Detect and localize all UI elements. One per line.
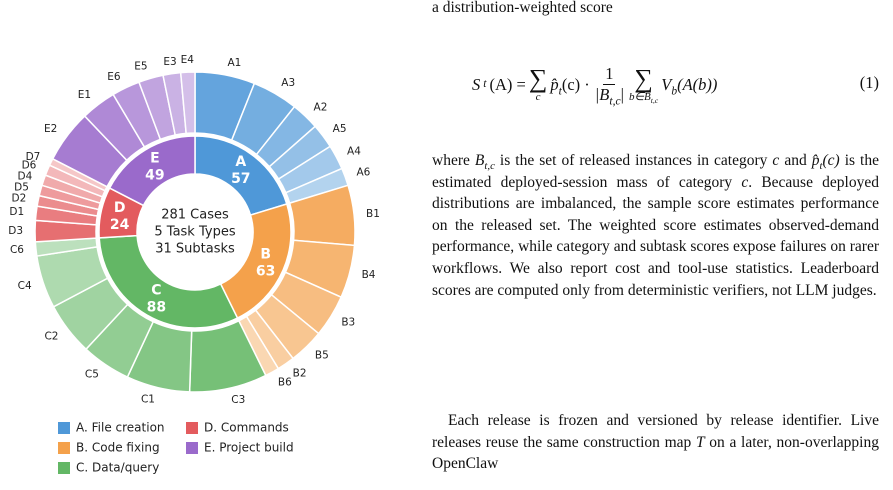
- subtask-label: E2: [44, 123, 57, 135]
- center-text: 31 Subtasks: [155, 242, 235, 257]
- subtask-label: C6: [10, 244, 24, 256]
- math-run: p̂: [811, 152, 820, 169]
- legend-label: C. Data/query: [76, 461, 159, 475]
- category-label: D: [114, 200, 126, 216]
- text-run: and: [779, 152, 812, 169]
- legend-label: E. Project build: [204, 441, 294, 455]
- text-run: is the set of released instances in cate…: [494, 152, 773, 169]
- subtask-label: B6: [278, 377, 292, 389]
- paragraph: where Bt,c is the set of released instan…: [432, 150, 879, 301]
- subtask-label: A5: [333, 123, 347, 135]
- eq-part: (A) =: [489, 74, 526, 94]
- text-run: where: [432, 152, 475, 169]
- eq-part: t,c: [650, 95, 659, 105]
- subtask-label: C3: [231, 394, 245, 406]
- math-run: T: [695, 433, 705, 451]
- subtask-label: B4: [362, 269, 376, 281]
- category-value: 57: [231, 171, 250, 187]
- subtask-label: E5: [134, 61, 147, 73]
- subtask-label: C5: [85, 369, 99, 381]
- subtask-label: E3: [163, 56, 176, 68]
- subtask-label: A6: [356, 167, 370, 179]
- category-label: E: [150, 150, 160, 166]
- eq-part: (c) ·: [561, 74, 590, 94]
- category-arc: [108, 135, 196, 207]
- subtask-label: E1: [78, 89, 91, 101]
- category-arc: [98, 234, 239, 329]
- eq-part: S: [472, 74, 481, 94]
- math-run: B: [474, 152, 485, 169]
- subtask-label: B1: [366, 208, 380, 220]
- category-value: 88: [147, 300, 166, 316]
- subtask-label: B5: [315, 349, 329, 361]
- text-run: . Because deployed distributions are imb…: [432, 173, 879, 299]
- category-value: 63: [256, 264, 275, 280]
- category-label: A: [235, 154, 246, 170]
- subtask-arc: [179, 71, 196, 135]
- eq-part: b: [671, 84, 678, 97]
- subtask-label: E4: [181, 54, 195, 66]
- math-run: c: [741, 173, 749, 191]
- subtask-label: D6: [22, 160, 37, 172]
- subtask-label: D1: [9, 206, 24, 218]
- subtask-label: A1: [227, 57, 241, 69]
- legend-swatch: [58, 442, 70, 454]
- category-value: 49: [145, 167, 164, 183]
- subtask-label: C4: [18, 280, 32, 292]
- center-text: 5 Task Types: [154, 225, 235, 240]
- subtask-label: D2: [12, 193, 27, 205]
- eq-part: ∑: [634, 63, 653, 93]
- legend-swatch: [186, 442, 198, 454]
- eq-part: t,c: [609, 95, 621, 108]
- eq-part: ∑: [528, 63, 548, 93]
- subtask-label: C1: [141, 393, 155, 405]
- subtask-label: A4: [347, 146, 361, 158]
- math-run: c: [772, 152, 780, 169]
- category-label: B: [260, 247, 271, 263]
- legend-label: D. Commands: [204, 421, 289, 435]
- eq-part: |B: [594, 84, 610, 104]
- eq-part: p̂: [550, 74, 559, 94]
- center-text: 281 Cases: [161, 208, 229, 223]
- subtask-label: A3: [281, 77, 295, 89]
- subtask-label: A2: [314, 101, 328, 113]
- text-run: is the estimated deployed-session mass o…: [432, 152, 879, 191]
- legend-swatch: [58, 422, 70, 434]
- subtask-label: D3: [8, 225, 23, 237]
- eq-part: t: [558, 84, 562, 97]
- subtask-label: B2: [293, 368, 307, 380]
- legend-swatch: [58, 462, 70, 474]
- subtask-label: D5: [14, 181, 29, 193]
- subtask-label: D7: [26, 151, 41, 163]
- subtask-label: D4: [18, 170, 33, 182]
- text-run: on a later, non-overlapping OpenClaw: [432, 433, 879, 473]
- eq-part: (A(b)): [677, 74, 718, 94]
- eq-part: |: [620, 84, 624, 104]
- math-run: (c): [822, 152, 840, 169]
- eq-part: V: [661, 74, 672, 94]
- eq-part: c: [535, 90, 541, 103]
- eq-part: b∈B: [628, 90, 651, 103]
- eq-part: 1: [603, 64, 616, 85]
- paragraph: Each release is frozen and versioned by …: [432, 410, 879, 475]
- category-label: C: [151, 283, 161, 299]
- lead-line: a distribution-weighted score: [432, 0, 613, 16]
- subtask-label: C2: [44, 331, 58, 343]
- subtask-label: E6: [107, 71, 121, 83]
- equation-number: (1): [859, 73, 879, 92]
- text-run: Each release is frozen and versioned by …: [432, 412, 879, 451]
- category-value: 24: [110, 217, 130, 233]
- math-run: t,c: [484, 160, 495, 173]
- legend-label: A. File creation: [76, 421, 165, 435]
- subtask-label: B3: [341, 316, 355, 328]
- legend-label: B. Code fixing: [76, 441, 160, 455]
- math-run: t: [819, 160, 823, 173]
- legend-swatch: [186, 422, 198, 434]
